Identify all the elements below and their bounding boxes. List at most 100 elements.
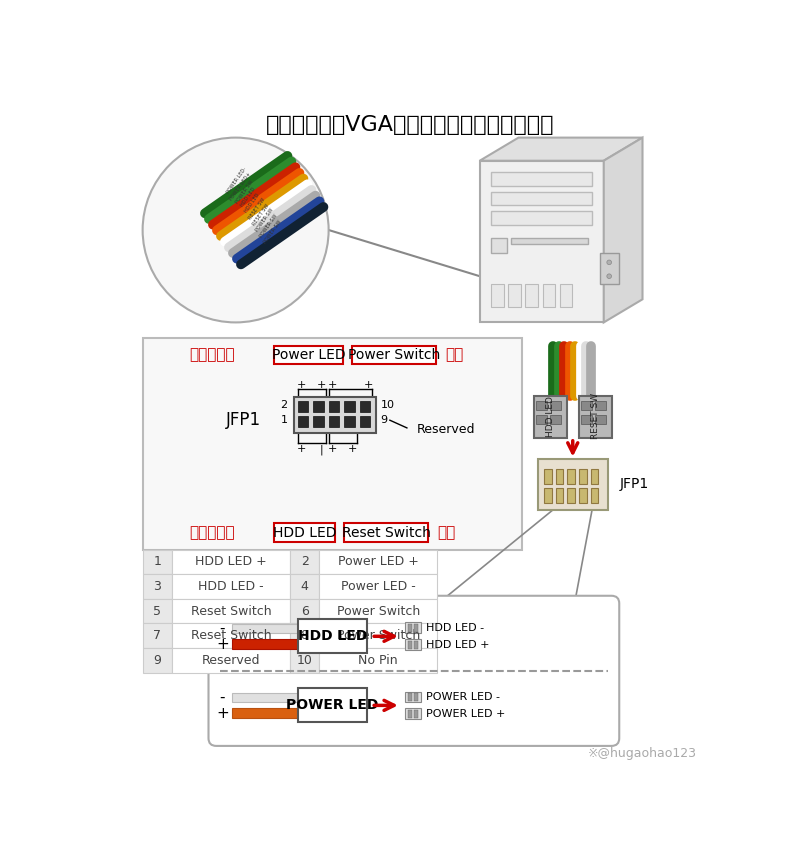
Bar (491, 284, 504, 307)
Bar (298, 688, 367, 722)
Text: RESET SW: RESET SW (247, 197, 266, 221)
Bar (510, 238, 588, 244)
Bar (234, 205, 252, 220)
Bar (406, 639, 421, 650)
Text: HDD LED: HDD LED (546, 396, 554, 437)
Text: -: - (220, 690, 226, 705)
Text: JFP1: JFP1 (226, 411, 261, 429)
Bar (544, 488, 552, 504)
Text: POWER SW: POWER SW (234, 179, 254, 204)
Text: Power Switch: Power Switch (337, 629, 420, 643)
Bar (142, 550, 172, 574)
Bar (567, 488, 575, 504)
Text: HDD LED +: HDD LED + (426, 640, 489, 650)
Text: RESET SW: RESET SW (251, 202, 270, 227)
Bar (290, 624, 319, 648)
Bar (313, 416, 324, 427)
Bar (329, 401, 339, 412)
Bar (230, 199, 248, 214)
Text: POWER SW: POWER SW (262, 219, 282, 245)
Bar (222, 188, 240, 202)
Text: HDD LED: HDD LED (240, 187, 257, 208)
Bar (414, 624, 418, 631)
Text: JFP1: JFP1 (619, 478, 649, 492)
Bar (536, 401, 547, 410)
Bar (142, 624, 172, 648)
Bar (590, 488, 598, 504)
Bar (559, 284, 572, 307)
Text: HDD LED +: HDD LED + (195, 555, 267, 568)
Bar (232, 639, 306, 649)
Polygon shape (480, 137, 642, 160)
Bar (408, 624, 411, 631)
Bar (274, 523, 335, 542)
Text: 10: 10 (381, 400, 394, 410)
Bar (254, 233, 272, 248)
Bar (298, 619, 367, 653)
Text: Power Switch: Power Switch (337, 605, 420, 618)
Bar (582, 414, 592, 424)
Text: Reset Switch: Reset Switch (190, 629, 271, 643)
Bar (408, 710, 411, 717)
Bar (414, 693, 418, 701)
Bar (172, 550, 290, 574)
Bar (238, 210, 256, 226)
Circle shape (142, 137, 329, 323)
Text: POWER LED -: POWER LED - (426, 692, 499, 702)
Bar (595, 414, 606, 424)
Bar (329, 416, 339, 427)
Bar (290, 550, 319, 574)
Bar (567, 468, 575, 484)
Text: 硬盘信号灯: 硬盘信号灯 (190, 525, 235, 541)
Text: HDD LED -: HDD LED - (198, 580, 264, 593)
Bar (590, 468, 598, 484)
Bar (242, 216, 260, 231)
Bar (534, 396, 566, 438)
Bar (509, 284, 521, 307)
Bar (344, 401, 355, 412)
Bar (352, 346, 435, 364)
Bar (538, 460, 608, 510)
Bar (414, 641, 418, 649)
Text: 3: 3 (154, 580, 162, 593)
Bar (172, 648, 290, 673)
Bar (298, 416, 309, 427)
Bar (414, 710, 418, 717)
Text: 6: 6 (301, 605, 309, 618)
Bar (536, 414, 547, 424)
Text: ※@hugaohao123: ※@hugaohao123 (588, 747, 697, 760)
Text: 关于电脑主板VGA输出模式的设置与调整技巧: 关于电脑主板VGA输出模式的设置与调整技巧 (266, 114, 554, 135)
Text: |: | (320, 444, 323, 455)
Bar (142, 574, 172, 599)
Bar (226, 194, 244, 208)
Bar (406, 692, 421, 703)
Text: +: + (317, 380, 326, 390)
Bar (274, 346, 342, 364)
Bar (258, 239, 276, 254)
Bar (600, 253, 619, 284)
Text: +: + (216, 705, 229, 721)
FancyBboxPatch shape (209, 595, 619, 746)
Text: POWER LED: POWER LED (286, 698, 378, 712)
Text: HDD LED: HDD LED (298, 629, 367, 644)
Bar (360, 401, 370, 412)
Text: POWER SW: POWER SW (258, 213, 278, 239)
Bar (319, 550, 437, 574)
Text: RESET SW: RESET SW (590, 393, 600, 439)
Bar (406, 622, 421, 633)
Text: Power Switch: Power Switch (348, 347, 440, 362)
Bar (319, 574, 437, 599)
Text: No Pin: No Pin (358, 654, 398, 667)
Bar (298, 401, 309, 412)
Bar (290, 648, 319, 673)
Bar (526, 284, 538, 307)
Bar (313, 401, 324, 412)
Text: Reset Switch: Reset Switch (342, 526, 430, 540)
Bar (344, 416, 355, 427)
Bar (290, 574, 319, 599)
Bar (579, 488, 586, 504)
Bar (232, 709, 306, 717)
Text: 重启: 重启 (437, 525, 455, 541)
Bar (595, 401, 606, 410)
Bar (556, 488, 563, 504)
